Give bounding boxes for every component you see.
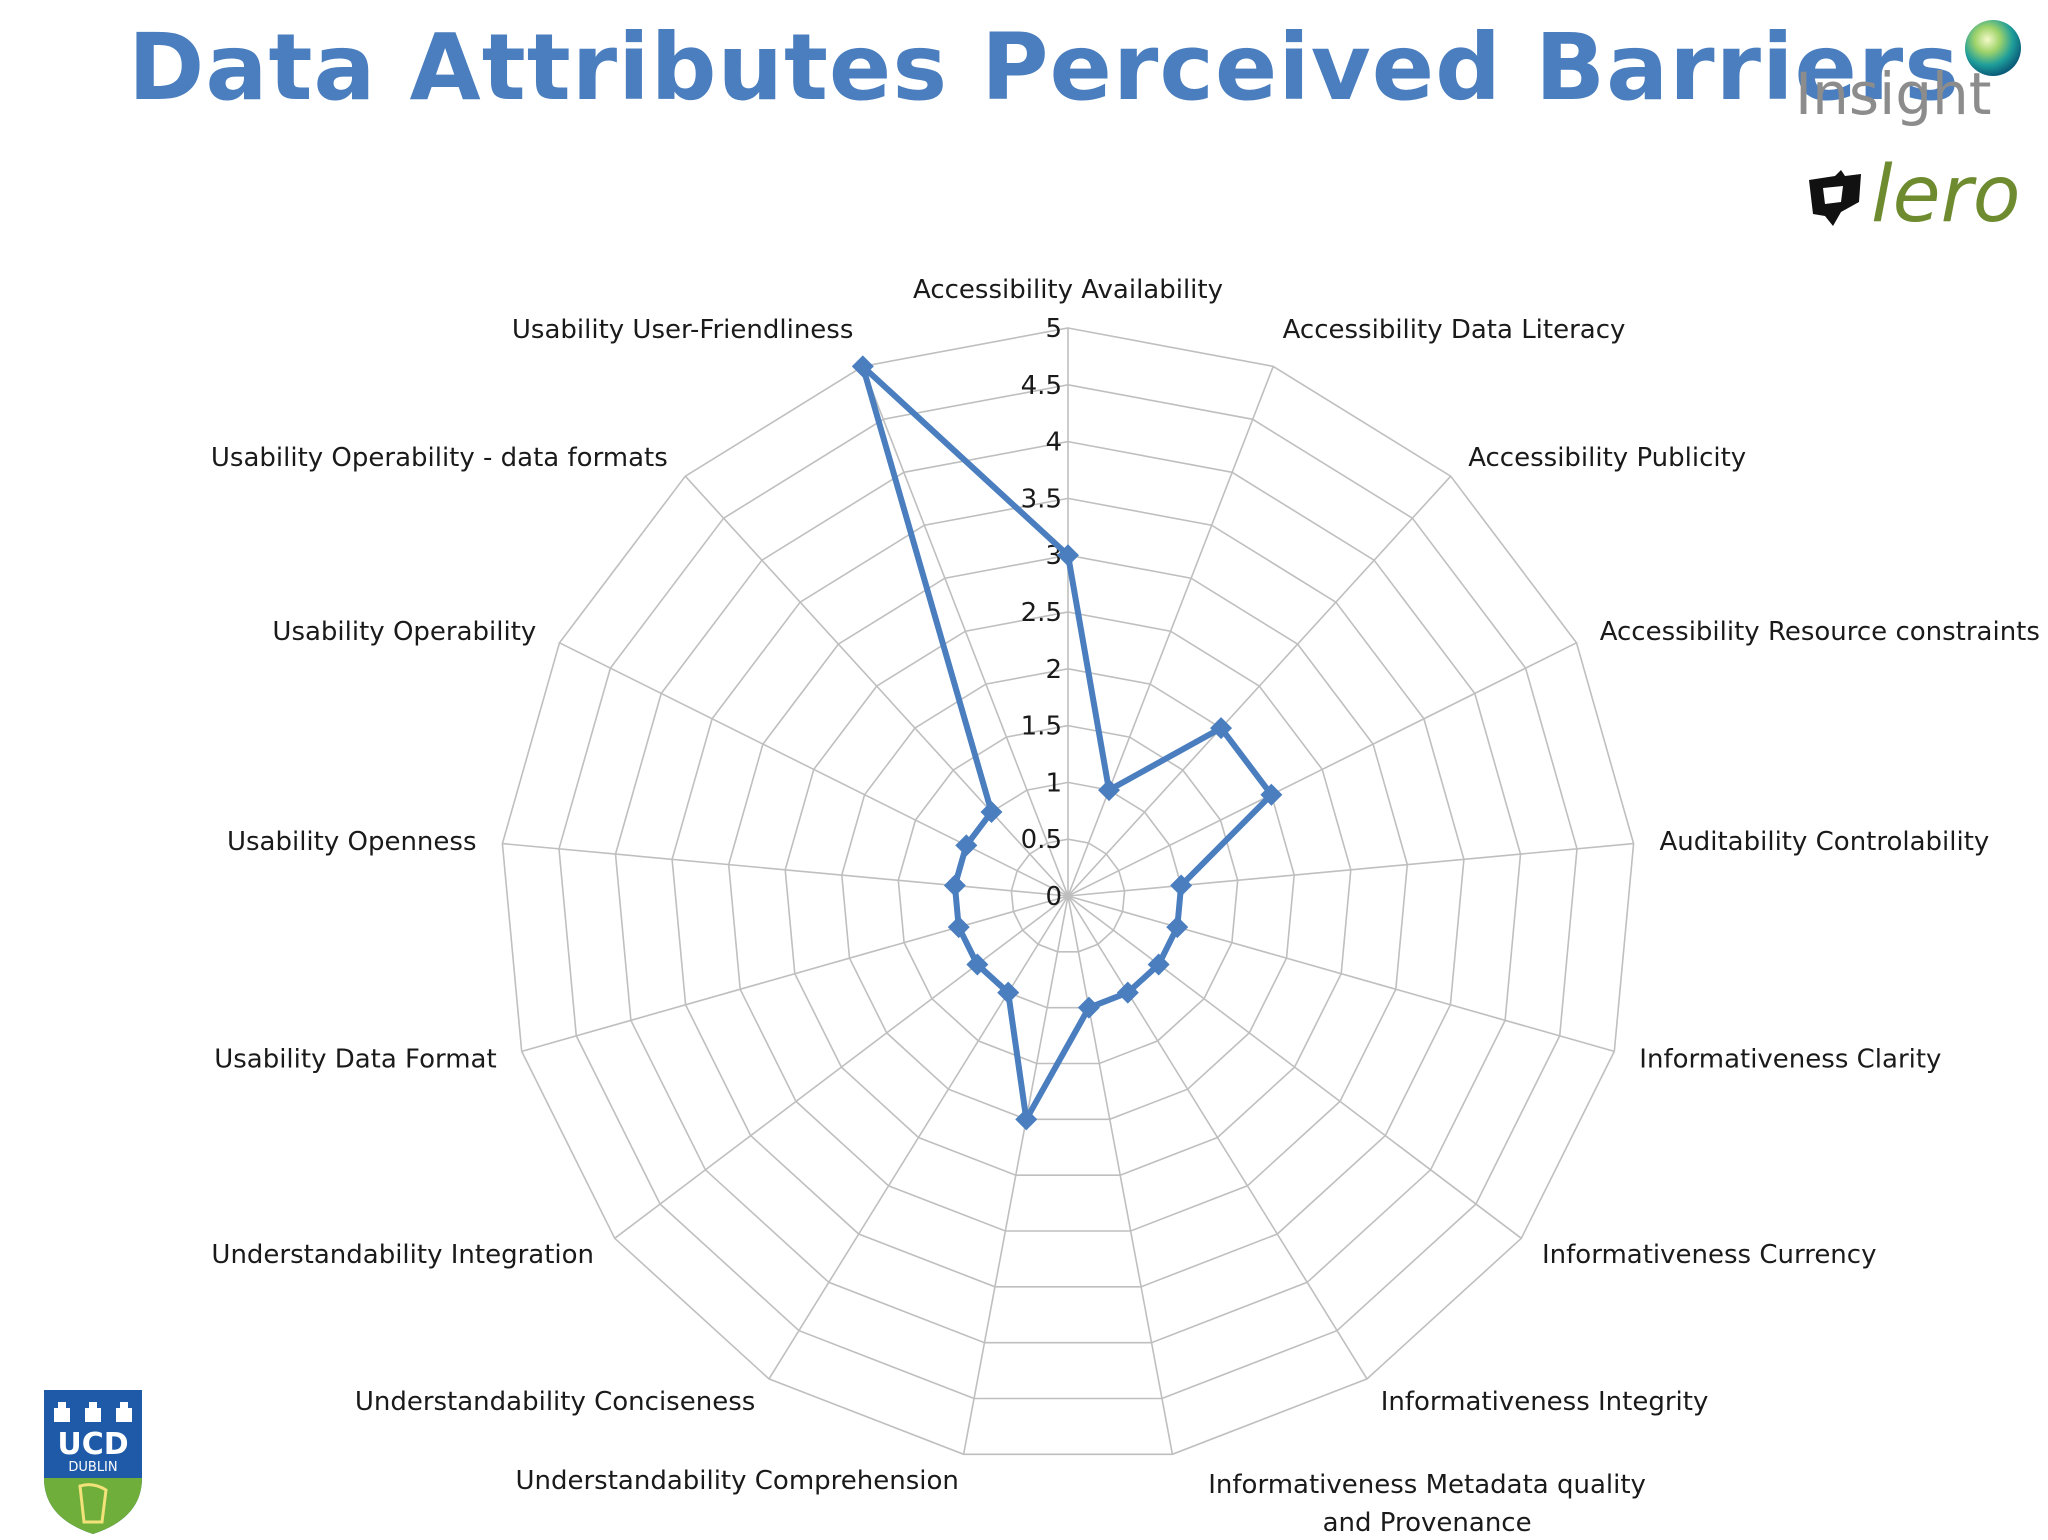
category-labels: Accessibility Availability Accessibility … <box>211 275 2040 1536</box>
axis-spoke <box>502 842 1069 897</box>
axis-spoke <box>521 895 1069 1053</box>
axis-spoke <box>1067 895 1615 1053</box>
grid-ring <box>614 440 1522 1344</box>
data-point-marker <box>1260 783 1283 806</box>
axis-spoke <box>1067 895 1174 1455</box>
category-label: Accessibility Publicity <box>1468 443 1746 473</box>
tick-label: 3.5 <box>1021 484 1062 514</box>
data-point-marker <box>943 874 966 897</box>
page-title: Data Attributes Perceived Barriers <box>128 14 1961 121</box>
axis-spoke <box>962 895 1069 1455</box>
insight-wordmark: Insight <box>1795 60 1992 128</box>
category-label: Understandability Integration <box>211 1240 594 1270</box>
insight-globe-icon <box>1965 20 2021 76</box>
axis-spoke <box>559 642 1069 897</box>
data-point-marker <box>966 953 989 976</box>
grid-ring <box>558 383 1578 1400</box>
data-point-marker <box>955 834 978 857</box>
data-point-marker <box>1077 996 1100 1019</box>
data-point-marker <box>1147 953 1170 976</box>
data-point-marker <box>1098 779 1121 802</box>
category-label: Usability Operability <box>272 617 536 647</box>
tick-label: 2.5 <box>1021 598 1062 628</box>
axis-spoke <box>1067 895 1522 1239</box>
tick-label: 5 <box>1045 314 1062 344</box>
grid-ring <box>1010 838 1126 953</box>
data-point-marker <box>997 981 1020 1004</box>
data-point-marker <box>1170 874 1193 897</box>
axis-spoke <box>1067 475 1452 897</box>
radial-tick-labels: 00.511.522.533.544.55 <box>1021 314 1062 912</box>
grid-ring <box>897 724 1239 1065</box>
radar-grid <box>501 327 1635 1456</box>
grid-ring <box>671 497 1465 1288</box>
category-label: Usability Operability - data formats <box>211 443 668 473</box>
category-label: Informativeness Clarity <box>1639 1045 1941 1075</box>
tick-label: 2 <box>1045 655 1062 685</box>
ucd-text: UCD <box>57 1427 128 1462</box>
category-label: Informativeness Metadata quality and Prov… <box>1208 1470 1646 1536</box>
category-label: Usability User-Friendliness <box>512 315 853 345</box>
category-label: Usability Openness <box>227 827 477 857</box>
data-point-marker <box>1166 916 1189 939</box>
category-label: Informativeness Currency <box>1542 1240 1876 1270</box>
data-point-marker <box>1116 981 1139 1004</box>
tick-label: 0 <box>1045 882 1062 912</box>
data-point-marker <box>1015 1108 1038 1131</box>
category-label: Usability Data Format <box>214 1045 497 1075</box>
tick-label: 4.5 <box>1021 371 1062 401</box>
axis-spoke <box>1067 366 1274 897</box>
grid-ring <box>501 327 1635 1456</box>
category-label: Informativeness Integrity <box>1381 1387 1709 1417</box>
lero-wordmark: lero <box>1871 150 2021 240</box>
lero-logo: lero <box>1795 150 2035 250</box>
category-label: Accessibility Availability <box>913 275 1223 305</box>
data-point-marker <box>947 916 970 939</box>
axis-spoke <box>1067 642 1577 897</box>
ucd-crest-logo: UCD DUBLIN <box>40 1386 146 1536</box>
category-label: Auditability Controlability <box>1660 827 1990 857</box>
ucd-dublin-text: DUBLIN <box>68 1460 117 1475</box>
axis-spoke <box>684 475 1069 897</box>
series-layer <box>851 355 1283 1131</box>
tick-label: 1.5 <box>1021 712 1062 742</box>
data-point-marker <box>851 355 874 378</box>
tick-label: 4 <box>1045 428 1062 458</box>
category-label: Accessibility Data Literacy <box>1283 315 1626 345</box>
insight-logo: Insight <box>1795 18 2025 138</box>
grid-ring <box>727 554 1409 1232</box>
data-point-marker <box>1210 717 1233 740</box>
axis-spoke <box>768 895 1069 1380</box>
axis-spoke <box>1067 842 1634 897</box>
axis-spoke <box>1067 895 1368 1380</box>
axis-spoke <box>614 895 1069 1239</box>
lero-mark-icon <box>1809 170 1861 226</box>
category-label: Understandability Comprehension <box>515 1466 958 1496</box>
axis-spoke <box>862 366 1069 897</box>
grid-ring <box>784 611 1352 1176</box>
category-label: Understandability Conciseness <box>355 1387 755 1417</box>
tick-label: 0.5 <box>1021 825 1062 855</box>
series-line <box>859 363 1275 1123</box>
data-point-marker <box>980 801 1003 824</box>
tick-label: 1 <box>1045 768 1062 798</box>
data-point-marker <box>1057 544 1079 567</box>
category-label: Accessibility Resource constraints <box>1600 617 2040 647</box>
